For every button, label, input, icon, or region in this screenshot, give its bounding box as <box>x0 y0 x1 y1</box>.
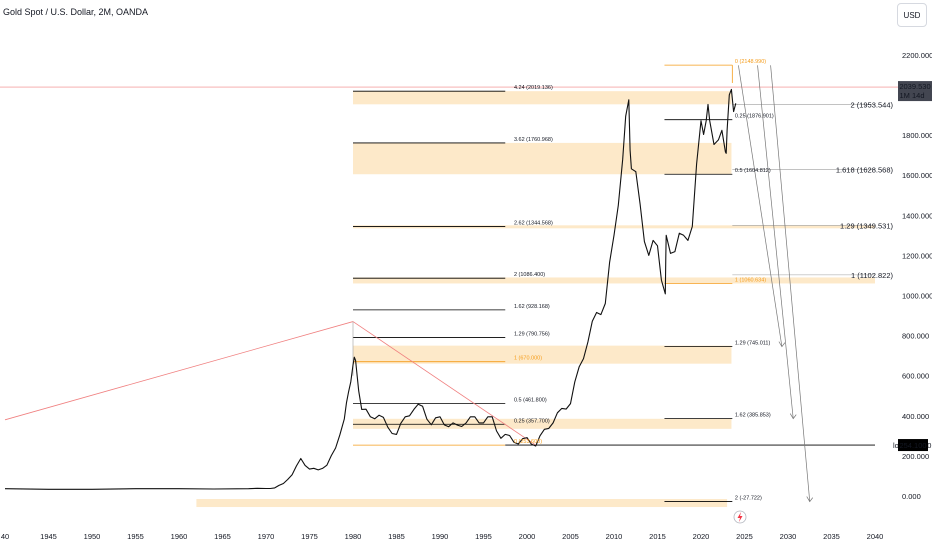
x-tick-17: 2025 <box>736 532 753 541</box>
x-tick-16: 2020 <box>693 532 710 541</box>
y-tick-1: 200.000 <box>902 452 929 461</box>
x-tick-11: 1995 <box>475 532 492 541</box>
y-tick-3: 600.000 <box>902 372 929 381</box>
fib-lines <box>0 64 898 502</box>
arrow-3 <box>770 65 811 502</box>
lightning-icon-ring <box>733 510 747 524</box>
fib-low-label-1: 1.62 (385.853) <box>735 413 771 419</box>
trend-line-rise <box>4 321 354 421</box>
arrow-1 <box>738 65 783 347</box>
fib-right-label-1: 1.618 (1628.568) <box>836 165 894 174</box>
last-price-sub: 1M 14d <box>899 91 924 100</box>
fib-top-label-2: 0.5 (1604.812) <box>735 168 771 174</box>
x-tick-13: 2005 <box>562 532 579 541</box>
x-tick-0: 40 <box>1 532 9 541</box>
y-tick-9: 1800.000 <box>902 131 932 140</box>
fib-top-label-1: 0.25 (1876.901) <box>735 114 774 120</box>
band-1 <box>353 345 732 364</box>
band-top <box>353 91 732 105</box>
x-tick-18: 2030 <box>780 532 797 541</box>
x-tick-14: 2010 <box>606 532 623 541</box>
fib-right-label-2: 1.29 (1349.531) <box>840 221 893 230</box>
low-price-tag <box>898 439 928 452</box>
x-tick-15: 2015 <box>649 532 666 541</box>
x-tick-6: 1970 <box>258 532 275 541</box>
fib-low-label-0: 1.29 (745.011) <box>735 341 771 347</box>
x-tick-9: 1985 <box>388 532 405 541</box>
band-025 <box>353 418 732 429</box>
y-tick-4: 800.000 <box>902 332 929 341</box>
x-axis: 40 1945 1950 1955 1960 1965 1970 1975 1980 1985 19… <box>1 532 884 541</box>
fib-left-label-1: 3.62 (1760.968) <box>514 137 553 143</box>
fib-left-label-9: 0 (253.600) <box>514 439 542 445</box>
x-tick-3: 1955 <box>127 532 144 541</box>
x-tick-5: 1965 <box>214 532 231 541</box>
y-tick-11: 2200.000 <box>902 51 932 60</box>
low-price-value: 254.100 <box>899 441 926 450</box>
y-tick-6: 1200.000 <box>902 251 932 260</box>
fib-left-label-2: 2.62 (1344.568) <box>514 220 553 226</box>
fib-left-label-5: 1.29 (790.756) <box>514 331 550 337</box>
fib-top-label-0: 0 (2148.990) <box>735 59 766 65</box>
last-price-tag <box>898 81 932 102</box>
price-line <box>4 88 737 490</box>
fib-low-label-2: 2 (-27.722) <box>735 496 762 502</box>
projection-arrows <box>738 65 814 503</box>
x-tick-8: 1980 <box>345 532 362 541</box>
fib-bands <box>196 91 875 508</box>
x-tick-7: 1975 <box>301 532 318 541</box>
y-tick-7: 1400.000 <box>902 211 932 220</box>
fib-left-label-6: 1 (670.000) <box>514 356 542 362</box>
fib-left-label-3: 2 (1086.400) <box>514 272 545 278</box>
band-262 <box>353 225 875 229</box>
y-tick-8: 1600.000 <box>902 171 932 180</box>
x-tick-2: 1950 <box>84 532 101 541</box>
fib-top-label-3: 1 (1060.634) <box>735 277 766 283</box>
x-tick-12: 2000 <box>519 532 536 541</box>
band-2 <box>353 277 875 284</box>
x-tick-1: 1945 <box>40 532 57 541</box>
chart-title: Gold Spot / U.S. Dollar, 2M, OANDA <box>3 7 149 17</box>
fib-left-label-4: 1.62 (928.168) <box>514 304 550 310</box>
arrow-2 <box>757 65 794 419</box>
y-tick-2: 400.000 <box>902 412 929 421</box>
fib-left-label-8: 0.25 (357.700) <box>514 418 550 424</box>
arrow-2-head <box>789 413 797 420</box>
band-bottom <box>196 499 728 508</box>
fib-right-label-3: 1 (1102.822) <box>851 271 893 280</box>
y-axis: 0.000 200.000 400.000 600.000 800.000 1000.00… <box>902 51 932 501</box>
fib-left-label-7: 0.5 (461.800) <box>514 397 547 403</box>
arrow-1-head <box>778 341 786 348</box>
lightning-icon-bolt <box>737 512 743 522</box>
y-tick-5: 1000.000 <box>902 292 932 301</box>
last-price-value: 2039.530 <box>899 82 930 91</box>
fib-right-label-0: 2 (1953.544) <box>850 100 893 109</box>
y-tick-0: 0.000 <box>902 492 921 501</box>
x-tick-19: 2035 <box>823 532 840 541</box>
arrow-3-head <box>806 496 814 503</box>
fib-left-label-0: 4.24 (2019.136) <box>514 85 553 91</box>
x-tick-4: 1960 <box>171 532 188 541</box>
price-series <box>4 88 737 490</box>
x-tick-10: 1990 <box>432 532 449 541</box>
trend-line-fall <box>352 321 536 446</box>
band-161 <box>353 142 732 175</box>
lightning-icon[interactable] <box>733 510 747 524</box>
x-tick-20: 2040 <box>867 532 884 541</box>
currency-button[interactable]: USD <box>897 3 927 27</box>
